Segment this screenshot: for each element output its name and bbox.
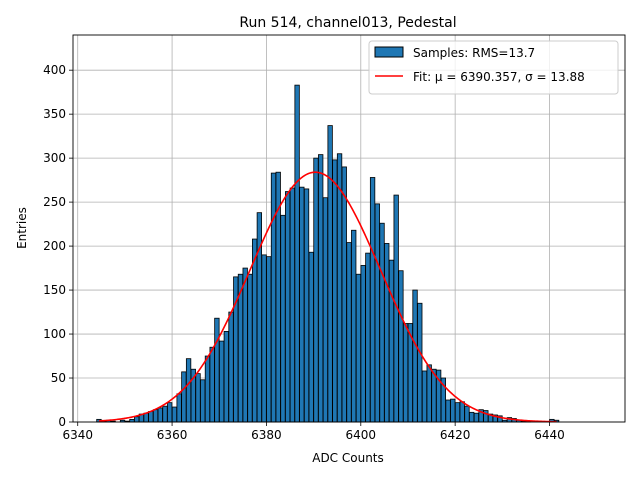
histogram-bar [332, 159, 338, 423]
histogram-bar [303, 188, 310, 423]
histogram-bar [251, 238, 258, 423]
histogram-bar [134, 416, 140, 423]
y-tick-label: 0 [58, 415, 66, 429]
histogram-bar [185, 358, 192, 423]
histogram-bar [398, 270, 404, 423]
histogram-bar [454, 402, 461, 423]
y-tick-label: 150 [43, 283, 66, 297]
legend-histogram-swatch [374, 46, 404, 58]
y-tick-label: 350 [43, 107, 66, 121]
histogram-bar [360, 265, 366, 423]
legend: Samples: RMS=13.7 Fit: μ = 6390.357, σ =… [368, 40, 619, 95]
histogram-bar [308, 251, 314, 423]
x-tick-label: 6340 [62, 428, 93, 442]
histogram-bar [143, 412, 149, 423]
histogram-bar [214, 317, 220, 423]
histogram-bar [223, 331, 229, 423]
legend-box [368, 40, 619, 95]
x-tick-label: 6360 [157, 428, 188, 442]
y-axis-ticks: 0 50 100 150 200 250 300 350 400 [43, 63, 73, 429]
histogram-bar [209, 346, 215, 423]
x-tick-label: 6400 [346, 428, 377, 442]
histogram-bar [322, 197, 329, 423]
histogram-bar [157, 407, 163, 423]
histogram-bar [294, 84, 300, 423]
histogram-bar [388, 259, 395, 423]
histogram-bar [369, 177, 376, 423]
legend-fit-label: Fit: μ = 6390.357, σ = 13.88 [413, 70, 585, 84]
histogram-bar [417, 302, 423, 423]
histogram-bar [148, 411, 154, 423]
histogram-bar [195, 373, 201, 423]
histogram-bar [445, 399, 451, 423]
histogram-bar [346, 242, 352, 423]
x-axis-ticks: 6340 6360 6380 6400 6420 6440 [62, 422, 565, 442]
histogram-bar [341, 166, 347, 423]
histogram-bar [459, 401, 465, 423]
y-tick-label: 100 [43, 327, 66, 341]
histogram-bar [152, 409, 159, 423]
plot-frame [72, 34, 626, 423]
x-axis-label: ADC Counts [312, 451, 384, 465]
histogram-bar [242, 267, 248, 423]
histogram-bar [450, 398, 456, 423]
histogram-bar [261, 254, 267, 423]
histogram-bar [374, 203, 380, 423]
y-tick-label: 250 [43, 195, 66, 209]
histogram-bar [431, 368, 437, 423]
histogram-bar [167, 402, 173, 423]
histogram-bar [285, 191, 291, 423]
histogram-bar [379, 222, 385, 423]
histogram-bar [327, 125, 333, 423]
histogram-bar [181, 371, 187, 423]
histogram-bar [266, 256, 272, 423]
y-tick-label: 200 [43, 239, 66, 253]
histogram-bar [280, 214, 286, 423]
histogram-bar [469, 411, 475, 423]
histogram-bar [200, 379, 206, 423]
y-tick-label: 300 [43, 151, 66, 165]
histogram-bar [318, 154, 324, 423]
histogram-bar [313, 157, 319, 423]
histogram-bar [176, 393, 182, 423]
histogram-bar [355, 273, 362, 423]
chart-title: Run 514, channel013, Pedestal [239, 15, 456, 31]
histogram-bar [336, 153, 343, 423]
x-tick-label: 6420 [440, 428, 471, 442]
legend-histogram-label: Samples: RMS=13.7 [413, 46, 535, 60]
histogram-bar [351, 229, 357, 423]
histogram-bar [289, 187, 296, 423]
histogram-bar [171, 406, 178, 423]
histogram-bar [412, 289, 418, 423]
y-tick-label: 400 [43, 63, 66, 77]
histogram-bar [218, 340, 225, 423]
histogram-bar [247, 273, 253, 423]
x-tick-label: 6440 [534, 428, 565, 442]
y-tick-label: 50 [51, 371, 66, 385]
histogram-bar [421, 370, 428, 423]
histogram-bar [426, 364, 432, 423]
histogram-bar [162, 405, 168, 423]
histogram-bar [299, 186, 305, 423]
histogram-bar [270, 172, 277, 423]
fit-curve [98, 171, 557, 423]
y-axis-label: Entries [15, 207, 29, 249]
histogram-bar [228, 311, 234, 423]
histogram-bar [464, 405, 470, 423]
x-tick-label: 6380 [251, 428, 282, 442]
histogram-bar [204, 355, 211, 423]
histogram-bar [365, 252, 371, 423]
histogram-bar [402, 323, 409, 423]
histogram-bar [384, 243, 390, 423]
histogram-bar [473, 412, 480, 423]
